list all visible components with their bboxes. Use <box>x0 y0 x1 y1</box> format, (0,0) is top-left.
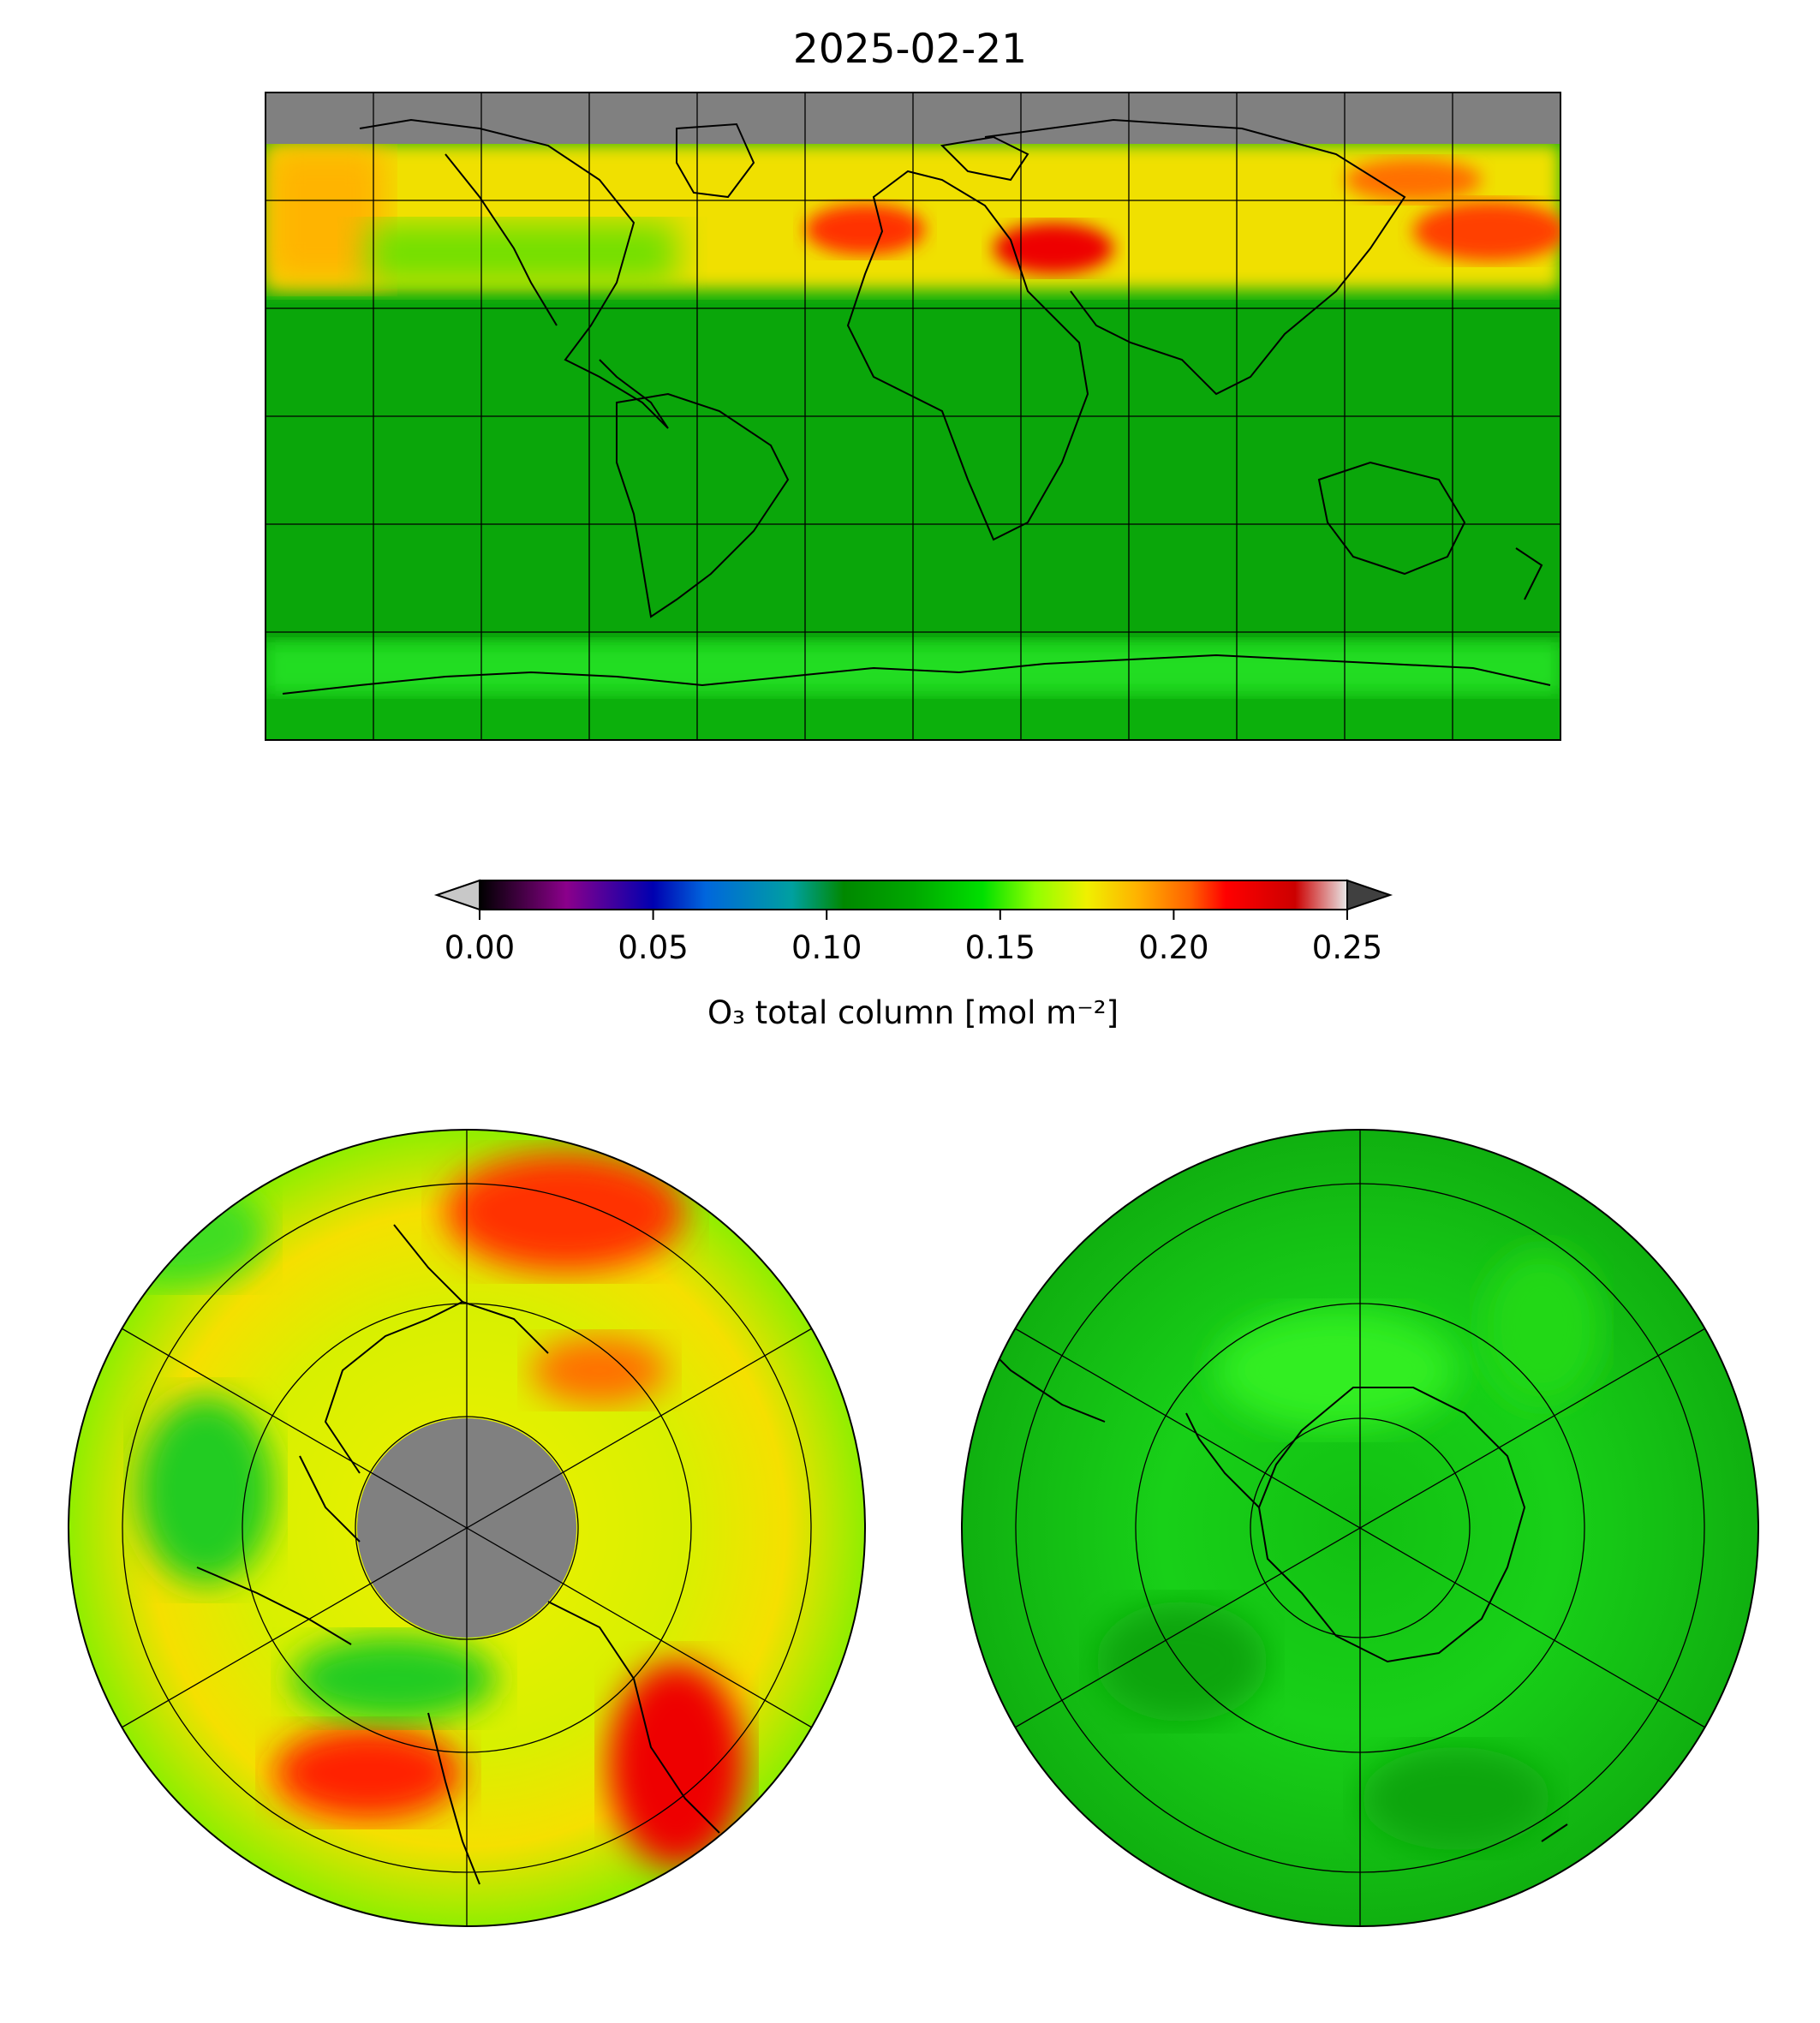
south-polar-map <box>962 1130 1758 1926</box>
colorbar-gradient <box>480 880 1347 910</box>
colorbar-tick-label: 0.25 <box>1312 929 1382 966</box>
gridlines-north <box>121 1130 813 1926</box>
gridlines-south <box>1014 1130 1706 1926</box>
ozone-field-south <box>1096 1250 1602 1850</box>
north-polar-frame <box>68 1129 866 1927</box>
global-map <box>266 92 1560 740</box>
colorbar-tick-label: 0.05 <box>618 929 688 966</box>
global-map-frame <box>265 92 1561 741</box>
colorbar: 0.00 0.05 0.10 0.15 0.20 0.25 O₃ total column… <box>433 879 1393 1031</box>
gridlines-global <box>266 92 1560 740</box>
page-title: 2025-02-21 <box>792 26 1028 73</box>
ozone-field-global <box>266 92 1560 694</box>
colorbar-tick-label: 0.20 <box>1138 929 1208 966</box>
north-polar-map <box>69 1130 865 1926</box>
colorbar-label: O₃ total column [mol m⁻²] <box>707 994 1119 1031</box>
colorbar-over-extension <box>1346 879 1393 911</box>
south-polar-frame <box>961 1129 1759 1927</box>
colorbar-frame <box>479 880 1348 910</box>
colorbar-tick-label: 0.00 <box>445 929 515 966</box>
colorbar-tick-label: 0.10 <box>791 929 862 966</box>
colorbar-tick-label: 0.15 <box>965 929 1035 966</box>
coastlines-north <box>196 1224 720 1885</box>
colorbar-under-extension <box>433 879 480 911</box>
colorbar-ticks: 0.00 0.05 0.10 0.15 0.20 0.25 <box>445 910 1382 966</box>
